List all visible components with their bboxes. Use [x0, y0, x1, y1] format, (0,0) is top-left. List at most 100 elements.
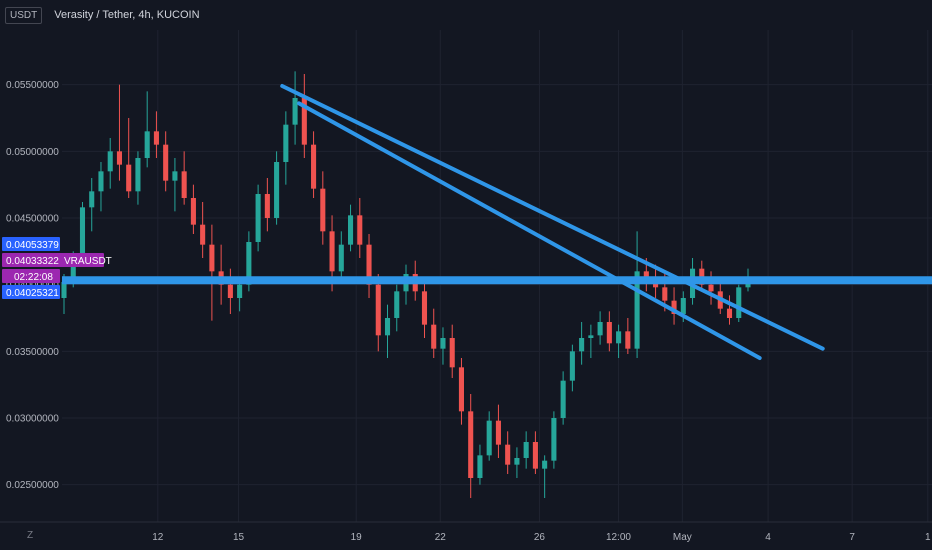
candle-body: [209, 244, 215, 272]
candle-body: [311, 144, 317, 189]
candle-body: [625, 331, 631, 349]
candle-body: [329, 231, 335, 272]
currency-unit-button[interactable]: USDT: [5, 6, 43, 24]
candle-body: [616, 331, 622, 344]
x-tick-label: 1: [925, 532, 931, 543]
candle-body: [301, 98, 307, 145]
grid-lines: [62, 30, 932, 522]
candle-body: [560, 380, 566, 418]
candle-body: [264, 194, 270, 218]
current-price-label: 0.04033322: [6, 256, 59, 267]
candle-body: [89, 191, 95, 208]
candle-body: [283, 124, 289, 162]
candle-body: [255, 194, 261, 242]
candle-body: [384, 318, 391, 336]
candle-body: [79, 207, 86, 258]
candle-body: [477, 455, 483, 478]
candle-body: [320, 188, 326, 232]
candle-body: [366, 244, 372, 285]
candle-body: [486, 420, 492, 456]
candle-body: [163, 144, 169, 181]
y-tick-label: 0.03500000: [6, 347, 59, 358]
candle-body: [421, 291, 428, 325]
candle-body: [246, 242, 252, 285]
candle-body: [495, 420, 501, 445]
symbol-label: VRAUSDT: [64, 256, 112, 267]
candle-body: [597, 322, 603, 336]
candle-body: [523, 442, 529, 458]
x-tick-label: 22: [435, 532, 447, 543]
low-badge-bg: [2, 285, 60, 299]
candle-body: [274, 162, 280, 218]
y-tick-label: 0.04500000: [6, 214, 59, 225]
x-tick-label: 12:00: [606, 532, 631, 543]
x-tick-label: May: [673, 532, 692, 543]
candle-body: [643, 271, 649, 278]
countdown-label: 02:22:08: [14, 272, 53, 283]
trendline[interactable]: [297, 101, 762, 360]
candle-body: [116, 151, 123, 165]
candle-body: [449, 338, 455, 368]
candle-body: [569, 351, 575, 381]
candle-body: [347, 215, 354, 245]
candle-body: [634, 271, 640, 349]
candle-body: [736, 287, 742, 318]
x-tick-label: 12: [152, 532, 164, 543]
candle-body: [98, 171, 104, 192]
y-tick-label: 0.03000000: [6, 414, 59, 425]
candle-body: [153, 131, 159, 145]
candle-body: [394, 291, 400, 318]
candle-body: [107, 151, 113, 172]
y-tick-label: 0.05500000: [6, 80, 59, 91]
high-price-label: 0.04053379: [6, 240, 59, 251]
y-tick-label: 0.05000000: [6, 147, 59, 158]
candle-body: [680, 298, 686, 314]
candle-body: [551, 418, 557, 461]
chart-header: USDT Verasity / Tether, 4h, KUCOIN: [0, 0, 932, 30]
candle-body: [532, 442, 538, 469]
candle-body: [542, 460, 548, 469]
symbol-title: Verasity / Tether, 4h, KUCOIN: [54, 9, 200, 21]
current-badge-bg: [2, 253, 104, 267]
time-axis[interactable]: 12 15 19 22 26 12:00 May 4 7 1: [0, 521, 932, 543]
candle-body: [190, 198, 196, 225]
candle-body: [588, 335, 594, 338]
candle-body: [375, 284, 381, 336]
candle-body: [468, 411, 474, 478]
candle-body: [671, 300, 677, 314]
candle-body: [579, 338, 585, 352]
trendlines-layer[interactable]: [280, 84, 825, 360]
high-badge-bg: [2, 237, 60, 251]
candle-body: [227, 284, 233, 298]
x-tick-label: 7: [849, 532, 855, 543]
candle-body: [135, 158, 141, 192]
candle-body: [144, 131, 150, 158]
price-badges: 0.04053379 0.04033322 VRAUSDT 02:22:08 0…: [2, 237, 112, 299]
candle-body: [172, 171, 178, 181]
x-tick-label: 19: [351, 532, 363, 543]
candle-body: [292, 98, 298, 125]
candle-body: [440, 338, 446, 349]
candle-body: [458, 367, 465, 412]
low-price-label: 0.04025321: [6, 288, 59, 299]
candle-body: [126, 164, 132, 192]
candle-body: [338, 244, 344, 272]
candle-body: [505, 444, 511, 465]
trendline[interactable]: [280, 84, 825, 351]
y-tick-label: 0.02500000: [6, 480, 59, 491]
candle-body: [181, 171, 187, 198]
countdown-badge-bg: [2, 269, 60, 283]
candle-body: [662, 287, 668, 301]
candle-body: [431, 324, 437, 349]
candle-body: [61, 282, 67, 298]
x-tick-label: 4: [765, 532, 771, 543]
x-tick-label: 26: [534, 532, 546, 543]
candle-body: [708, 284, 714, 292]
candle-body: [606, 322, 612, 344]
timezone-button[interactable]: Z: [26, 530, 34, 541]
candle-body: [237, 284, 243, 298]
x-tick-label: 15: [233, 532, 245, 543]
candle-body: [357, 215, 363, 245]
candles-layer: [61, 71, 751, 498]
